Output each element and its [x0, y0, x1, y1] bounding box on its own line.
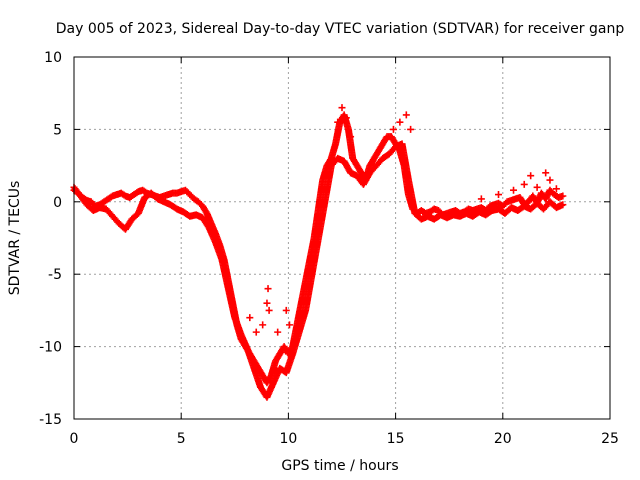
data-point [264, 285, 272, 293]
data-point [252, 328, 260, 336]
data-point [342, 114, 350, 122]
x-tick-label: 25 [601, 431, 619, 447]
x-tick-labels: 0 5 10 15 20 25 [70, 431, 619, 447]
y-tick-label: 0 [53, 195, 62, 211]
y-tick-label: 5 [53, 122, 62, 138]
axis-ticks [73, 56, 611, 420]
data-point [347, 133, 355, 141]
y-tick-label: -15 [39, 412, 62, 428]
y-axis-label: SDTVAR / TECUs [7, 181, 23, 296]
data-point [546, 176, 554, 184]
data-point [533, 183, 541, 191]
x-tick-label: 20 [494, 431, 512, 447]
data-points [70, 104, 567, 401]
y-tick-label: -10 [39, 340, 62, 356]
data-point [495, 191, 503, 199]
data-point [263, 299, 271, 307]
data-point [246, 314, 254, 322]
x-axis-label: GPS time / hours [281, 458, 398, 474]
data-point [274, 328, 282, 336]
y-tick-label: 10 [44, 50, 62, 66]
data-point [477, 195, 485, 203]
data-point [559, 192, 567, 200]
data-point [282, 306, 290, 314]
y-tick-label: -5 [48, 267, 62, 283]
x-tick-label: 0 [70, 431, 79, 447]
data-point [402, 111, 410, 119]
data-point [559, 201, 567, 209]
data-point [259, 321, 267, 329]
data-point [389, 125, 397, 133]
data-point [520, 180, 528, 188]
x-tick-label: 5 [177, 431, 186, 447]
data-point [334, 118, 342, 126]
data-point [510, 186, 518, 194]
data-point [291, 335, 299, 343]
chart-title: Day 005 of 2023, Sidereal Day-to-day VTE… [56, 21, 625, 37]
data-point [285, 321, 293, 329]
x-tick-label: 15 [387, 431, 405, 447]
plot-frame [73, 56, 611, 420]
y-tick-labels: -15 -10 -5 0 5 10 [39, 50, 62, 428]
data-point [396, 118, 404, 126]
data-point [407, 125, 415, 133]
data-point [265, 306, 273, 314]
data-point [542, 169, 550, 177]
data-point [527, 172, 535, 180]
data-point [552, 185, 560, 193]
data-point [338, 104, 346, 112]
x-tick-label: 10 [279, 431, 297, 447]
